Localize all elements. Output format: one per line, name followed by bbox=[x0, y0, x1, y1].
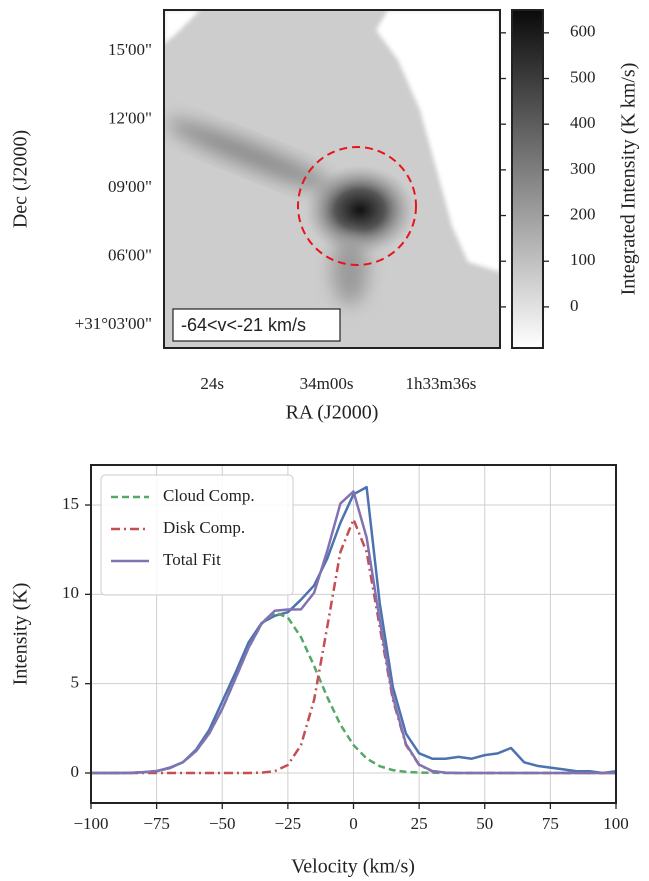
x-tick-label: 0 bbox=[349, 814, 358, 833]
series-line bbox=[91, 490, 616, 775]
y-tick-label: 12'00" bbox=[108, 109, 152, 128]
y-tick-label: 5 bbox=[71, 673, 80, 692]
x-tick-label: −100 bbox=[73, 814, 108, 833]
plot-area bbox=[91, 485, 616, 775]
map-image bbox=[164, 10, 500, 348]
y-axis-label: Intensity (K) bbox=[10, 583, 32, 686]
legend-label: Cloud Comp. bbox=[163, 486, 255, 505]
x-axis-label: RA (J2000) bbox=[286, 402, 379, 424]
y-tick-label: 09'00" bbox=[108, 177, 152, 196]
colorbar-tick-label: 200 bbox=[570, 204, 596, 223]
x-tick-label: −50 bbox=[209, 814, 236, 833]
legend-label: Total Fit bbox=[163, 550, 221, 569]
colorbar bbox=[511, 9, 544, 349]
x-axis-label: Velocity (km/s) bbox=[291, 856, 415, 878]
x-tick-label: 25 bbox=[411, 814, 428, 833]
legend-label: Disk Comp. bbox=[163, 518, 245, 537]
x-tick-label: 75 bbox=[542, 814, 559, 833]
x-tick-label: 100 bbox=[603, 814, 629, 833]
y-tick-label: 06'00" bbox=[108, 246, 152, 265]
annotation: -64<v<-21 km/s bbox=[181, 315, 306, 335]
map-frame bbox=[163, 9, 501, 349]
x-tick-label: 34m00s bbox=[300, 374, 354, 393]
x-tick-label: −25 bbox=[275, 814, 302, 833]
y-tick-label: +31°03'00" bbox=[75, 314, 152, 333]
annotation-box bbox=[172, 308, 341, 342]
colorbar-tick-label: 100 bbox=[570, 250, 596, 269]
x-tick-label: 50 bbox=[476, 814, 493, 833]
x-tick-label: 24s bbox=[200, 374, 224, 393]
y-tick-label: 15 bbox=[62, 494, 79, 513]
colorbar-label: Integrated Intensity (K km/s) bbox=[618, 63, 640, 296]
y-tick-label: 0 bbox=[71, 762, 80, 781]
y-tick-label: 15'00" bbox=[108, 40, 152, 59]
colorbar-tick-label: 600 bbox=[570, 22, 596, 41]
x-tick-label: −75 bbox=[143, 814, 170, 833]
plot-frame bbox=[90, 464, 617, 804]
y-tick-label: 10 bbox=[62, 583, 79, 602]
colorbar-tick-label: 300 bbox=[570, 159, 596, 178]
legend-box bbox=[100, 474, 294, 596]
y-axis-label: Dec (J2000) bbox=[10, 130, 32, 228]
colorbar-tick-label: 400 bbox=[570, 113, 596, 132]
colorbar-tick-label: 500 bbox=[570, 67, 596, 86]
x-tick-label: 1h33m36s bbox=[405, 374, 476, 393]
colorbar-tick-label: 0 bbox=[570, 296, 579, 315]
